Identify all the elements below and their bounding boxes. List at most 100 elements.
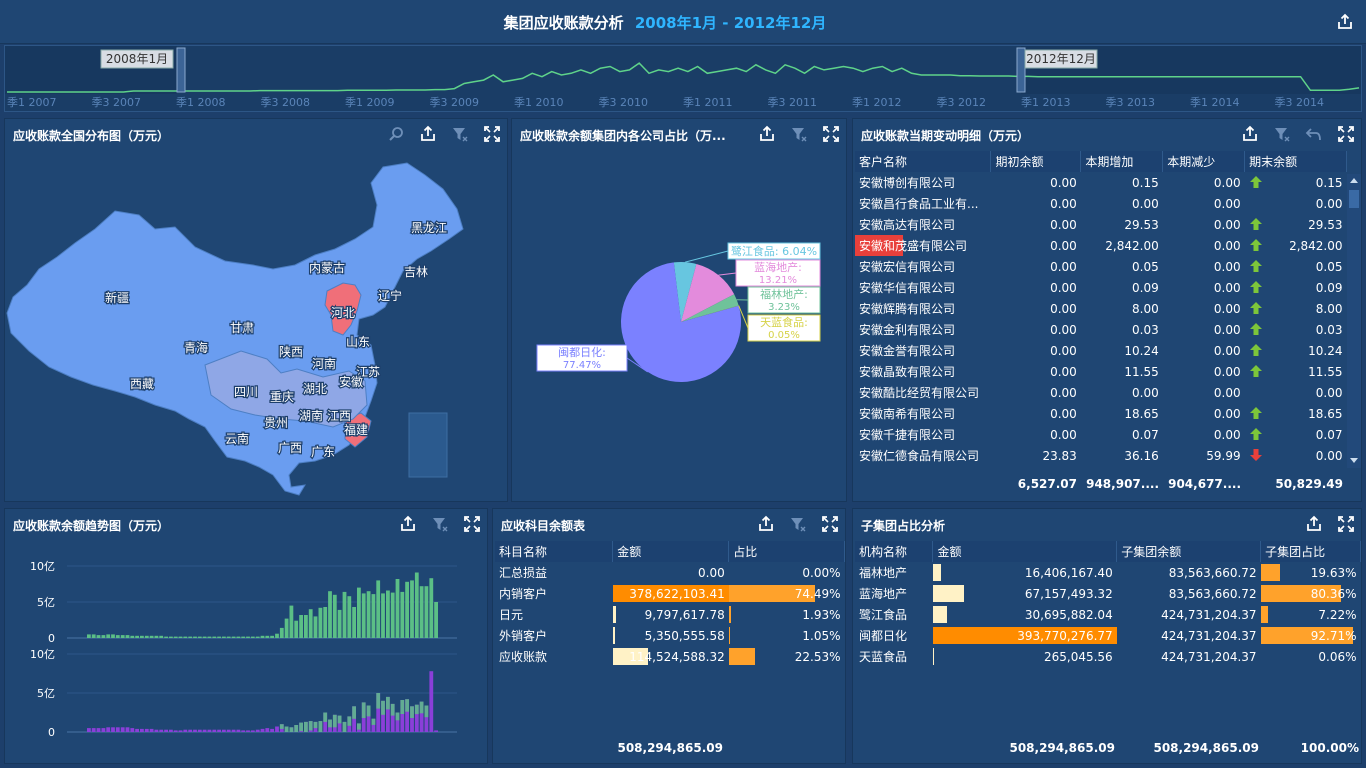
trend-bar[interactable] (183, 729, 188, 732)
trend-bar[interactable] (361, 593, 366, 638)
province-label[interactable]: 内蒙古 (308, 259, 347, 277)
col-subject[interactable]: 科目名称 (495, 541, 614, 562)
trend-bar[interactable] (246, 730, 250, 732)
province-label[interactable]: 江苏 (355, 364, 382, 381)
trend-bar[interactable] (173, 730, 178, 732)
table-row[interactable]: 汇总损益 0.00 0.00% (495, 562, 845, 583)
trend-bar[interactable] (395, 579, 400, 638)
trend-bar[interactable] (410, 706, 414, 732)
trend-bar[interactable] (120, 727, 125, 732)
trend-bar[interactable] (352, 706, 356, 719)
trend-bar[interactable] (212, 636, 217, 638)
trend-bar[interactable] (173, 636, 178, 638)
export-icon[interactable] (419, 125, 437, 143)
cell-customer[interactable]: 安徽辉腾有限公司 (859, 302, 956, 316)
table-row[interactable]: 安徽高达有限公司 0.00 29.53 0.00 29.53 (855, 214, 1347, 235)
trend-bar[interactable] (154, 635, 159, 638)
trend-bar[interactable] (140, 728, 144, 732)
trend-bar[interactable] (275, 726, 279, 733)
trend-bar[interactable] (246, 636, 250, 638)
table-row[interactable]: 安徽南希有限公司 0.00 18.65 0.00 18.65 (855, 403, 1347, 424)
trend-bar[interactable] (212, 729, 217, 732)
table-row[interactable]: 安徽金誉有限公司 0.00 10.24 0.00 10.24 (855, 340, 1347, 361)
trend-bar[interactable] (434, 602, 438, 638)
trend-bar[interactable] (323, 712, 328, 733)
trend-bar[interactable] (159, 635, 164, 638)
export-icon[interactable] (1305, 515, 1323, 533)
trend-bar[interactable] (169, 729, 173, 732)
trend-bar[interactable] (260, 635, 265, 638)
trend-bar[interactable] (275, 633, 279, 638)
scroll-thumb[interactable] (1349, 190, 1359, 208)
trend-bar[interactable] (265, 635, 270, 638)
trend-bar[interactable] (241, 730, 246, 732)
export-icon[interactable] (1336, 13, 1354, 31)
trend-bar[interactable] (381, 593, 385, 638)
col-customer[interactable]: 客户名称 (855, 151, 992, 172)
col-org[interactable]: 机构名称 (855, 541, 934, 562)
province-label[interactable]: 贵州 (263, 415, 290, 432)
trend-bar[interactable] (299, 722, 303, 732)
cell-subject[interactable]: 日元 (499, 608, 524, 622)
trend-bar[interactable] (154, 729, 159, 732)
trend-bar[interactable] (164, 729, 168, 732)
trend-bar[interactable] (130, 728, 135, 732)
trend-bar[interactable] (424, 586, 429, 638)
province-central-shade[interactable] (204, 350, 368, 428)
trend-bar[interactable] (260, 728, 265, 732)
trend-bar[interactable] (419, 701, 424, 714)
trend-bar[interactable] (376, 693, 381, 732)
province-label[interactable]: 广西 (277, 440, 304, 457)
trend-bar[interactable] (395, 712, 400, 721)
trend-bar[interactable] (332, 714, 337, 728)
cell-customer[interactable]: 安徽酷比经贸有限公司 (859, 386, 980, 400)
trend-bar[interactable] (361, 702, 366, 718)
trend-bar[interactable] (178, 730, 183, 732)
col-sub-balance[interactable]: 子集团余额 (1116, 541, 1262, 562)
trend-bar[interactable] (429, 578, 434, 638)
table-row[interactable]: 应收账款 114,524,588.32 22.53% (495, 646, 845, 667)
trend-bar[interactable] (193, 729, 197, 732)
trend-bar[interactable] (405, 699, 409, 732)
province-label[interactable]: 青海 (183, 339, 210, 357)
trend-bar[interactable] (236, 729, 241, 732)
trend-bar[interactable] (96, 635, 101, 638)
province-fujian-highlight[interactable] (344, 412, 372, 448)
trend-bar[interactable] (371, 594, 376, 638)
trend-bar[interactable] (144, 728, 149, 732)
trend-bar[interactable] (270, 728, 274, 732)
trend-bar[interactable] (410, 580, 414, 638)
cell-org[interactable]: 天蓝食品 (859, 650, 908, 664)
trend-bar[interactable] (289, 605, 294, 638)
table-row[interactable]: 安徽和茂盛有限公司 0.00 2,842.00 0.00 2,842.00 (855, 235, 1347, 256)
trend-bar[interactable] (202, 729, 207, 732)
trend-bar[interactable] (149, 635, 154, 638)
zoom-icon[interactable] (387, 125, 405, 143)
trend-bar[interactable] (414, 572, 419, 639)
trend-bar[interactable] (390, 592, 395, 638)
trend-bar[interactable] (188, 636, 193, 638)
export-icon[interactable] (399, 515, 417, 533)
trend-bar[interactable] (197, 729, 202, 732)
province-label[interactable]: 吉林 (403, 264, 430, 281)
province-label[interactable]: 广东 (310, 444, 337, 461)
trend-bar[interactable] (250, 730, 255, 732)
col-decrease[interactable]: 本期减少 (1162, 151, 1246, 172)
col-closing[interactable]: 期末余额 (1244, 151, 1347, 172)
trend-bar[interactable] (284, 726, 289, 733)
province-label[interactable]: 四川 (233, 384, 260, 401)
trend-bar[interactable] (434, 730, 438, 732)
province-label[interactable]: 河北 (330, 305, 357, 322)
trend-bar[interactable] (419, 701, 424, 732)
trend-chart[interactable]: 10亿 5亿 0 10亿 5亿 0 (5, 509, 489, 765)
province-label[interactable]: 山东 (345, 334, 372, 351)
col-share[interactable]: 占比 (728, 541, 845, 562)
trend-bar[interactable] (381, 700, 385, 715)
table-row[interactable]: 天蓝食品 265,045.56 424,731,204.37 0.06% (855, 646, 1361, 667)
trend-bar[interactable] (400, 591, 405, 638)
cell-subject[interactable]: 应收账款 (499, 650, 548, 664)
trend-bar[interactable] (308, 609, 313, 638)
trend-bar[interactable] (289, 727, 294, 732)
clear-filter-icon[interactable] (451, 125, 469, 143)
